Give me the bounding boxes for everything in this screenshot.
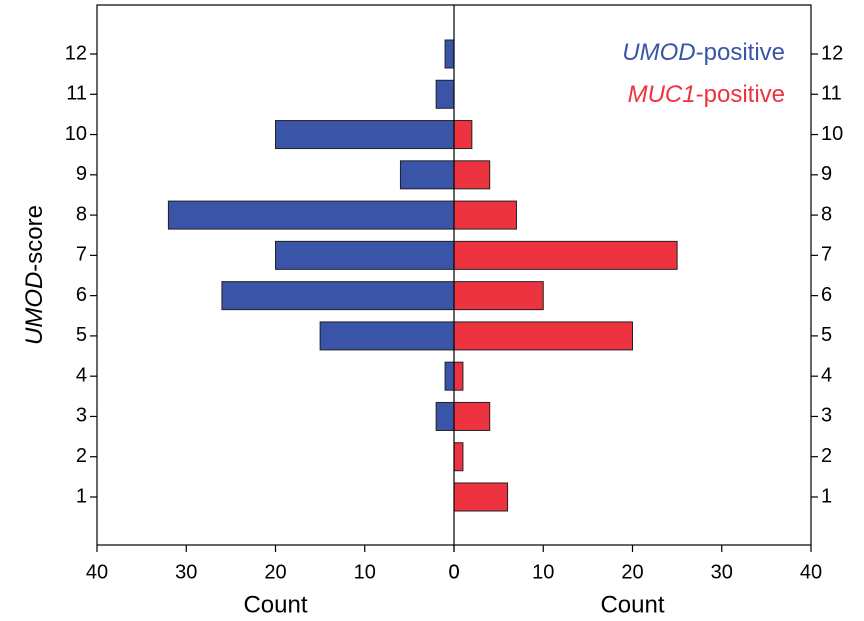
bar <box>167 200 455 230</box>
bar <box>453 281 544 311</box>
x-tick-label: 0 <box>448 561 459 583</box>
bar <box>453 160 491 190</box>
x-axis-label: Count <box>600 591 664 618</box>
y-tick-label: 5 <box>821 324 832 346</box>
y-tick-label: 3 <box>821 405 832 427</box>
y-axis-label: UMOD-score <box>21 205 48 345</box>
bar <box>444 361 455 391</box>
y-tick-label: 6 <box>76 284 87 306</box>
y-tick-label: 9 <box>76 163 87 185</box>
y-tick-label: 10 <box>65 123 87 145</box>
y-tick-label: 2 <box>76 445 87 467</box>
bar <box>435 79 455 109</box>
y-tick-label: 7 <box>821 244 832 266</box>
y-tick-label: 12 <box>821 42 843 64</box>
x-tick-label: 30 <box>175 561 197 583</box>
bar <box>453 361 464 391</box>
bar <box>453 120 473 150</box>
bar <box>444 39 455 69</box>
y-tick-label: 10 <box>821 123 843 145</box>
bar <box>453 321 633 351</box>
y-tick-label: 6 <box>821 284 832 306</box>
y-tick-label: 5 <box>76 324 87 346</box>
x-tick-label: 30 <box>711 561 733 583</box>
x-tick-label: 40 <box>86 561 108 583</box>
x-tick-label: 0 <box>448 561 459 583</box>
y-tick-label: 12 <box>65 42 87 64</box>
x-tick-label: 40 <box>800 561 822 583</box>
legend-label: UMOD-positive <box>622 39 785 66</box>
y-tick-label: 3 <box>76 405 87 427</box>
y-tick-label: 1 <box>821 485 832 507</box>
bar <box>453 240 678 270</box>
bar <box>275 240 455 270</box>
x-axis-label: Count <box>243 591 307 618</box>
y-tick-label: 1 <box>76 485 87 507</box>
bar <box>319 321 455 351</box>
bar <box>275 120 455 150</box>
y-tick-label: 4 <box>76 364 87 386</box>
y-tick-label: 2 <box>821 445 832 467</box>
y-tick-label: 8 <box>821 203 832 225</box>
y-tick-label: 8 <box>76 203 87 225</box>
x-tick-label: 20 <box>621 561 643 583</box>
bar <box>453 401 491 431</box>
y-tick-label: 11 <box>66 83 87 105</box>
bar <box>221 281 455 311</box>
x-tick-label: 20 <box>264 561 286 583</box>
bar <box>453 482 509 512</box>
bar <box>453 200 517 230</box>
y-tick-label: 7 <box>76 244 87 266</box>
x-tick-label: 10 <box>354 561 376 583</box>
y-tick-label: 11 <box>821 83 842 105</box>
y-tick-label: 4 <box>821 364 832 386</box>
bar <box>435 401 455 431</box>
y-tick-label: 9 <box>821 163 832 185</box>
bar <box>399 160 455 190</box>
bar <box>453 442 464 472</box>
x-tick-label: 10 <box>532 561 554 583</box>
legend-label: MUC1-positive <box>628 81 785 108</box>
